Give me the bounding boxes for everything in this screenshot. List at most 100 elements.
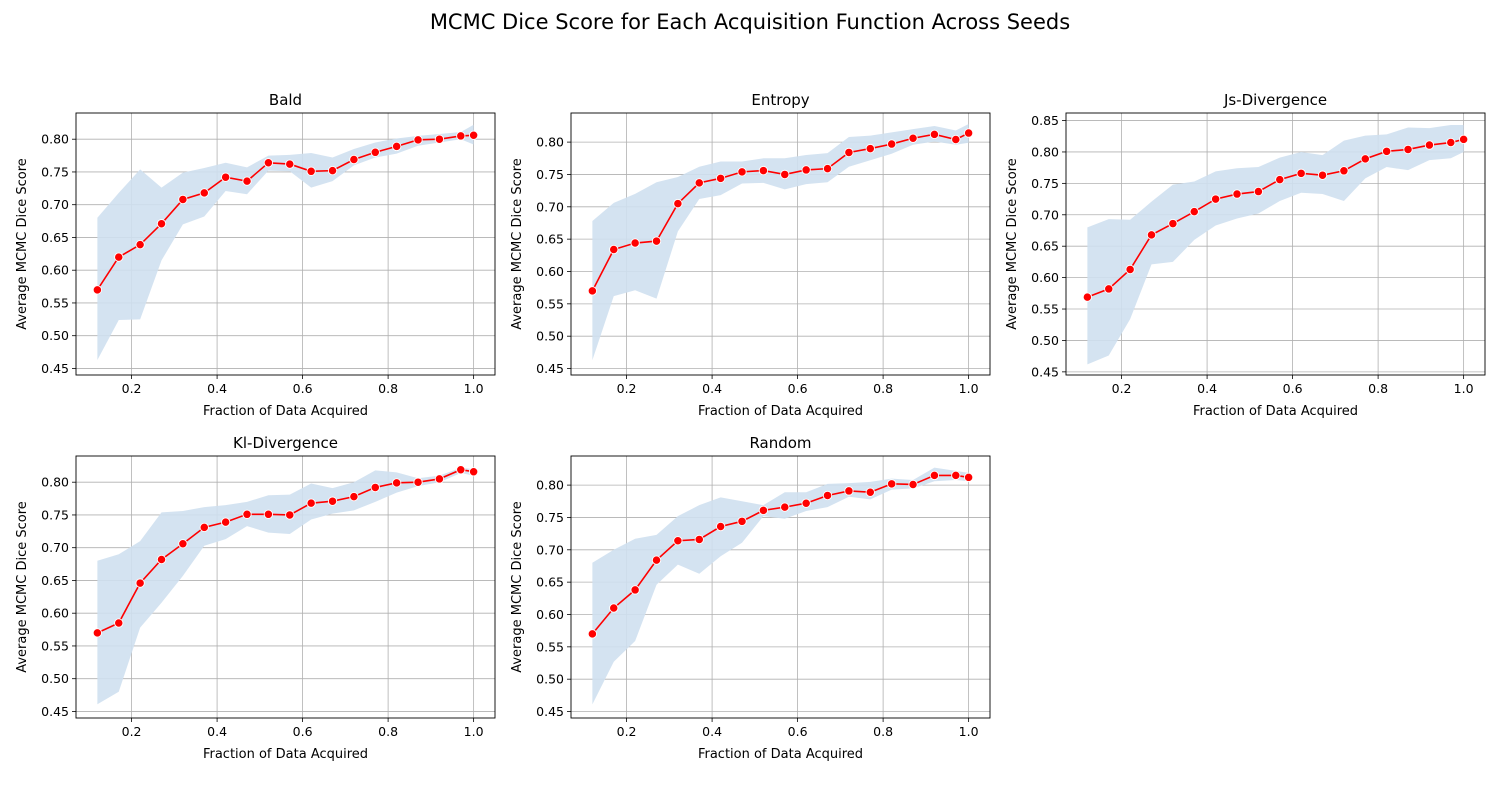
x-axis-label: Fraction of Data Acquired <box>203 747 368 762</box>
y-tick-label: 0.45 <box>536 704 564 719</box>
y-tick-label: 0.75 <box>536 510 564 525</box>
data-point <box>199 522 209 533</box>
y-tick-label: 0.70 <box>41 197 69 212</box>
y-tick-label: 0.80 <box>41 132 69 147</box>
x-tick-label: 1.0 <box>464 724 484 739</box>
axes-frame <box>75 455 496 719</box>
x-tick-label: 0.2 <box>122 381 142 396</box>
y-axis-label: Average MCMC Dice Score <box>15 501 30 673</box>
data-point <box>1296 168 1306 178</box>
data-point <box>801 165 811 175</box>
data-point <box>306 498 316 508</box>
figure-title: MCMC Dice Score for Each Acquisition Fun… <box>429 10 1071 34</box>
data-point <box>456 465 466 475</box>
y-tick-label: 0.50 <box>41 328 69 343</box>
y-tick-label: 0.45 <box>41 704 69 719</box>
x-tick-label: 1.0 <box>959 381 979 396</box>
data-point <box>199 188 209 198</box>
x-tick-label: 0.8 <box>873 724 893 739</box>
x-tick-label: 0.8 <box>378 381 398 396</box>
data-point <box>844 147 854 158</box>
x-tick-label: 0.4 <box>702 381 722 396</box>
y-axis-label: Average MCMC Dice Score <box>510 501 525 673</box>
data-point <box>865 143 875 154</box>
data-point <box>844 486 854 496</box>
data-point <box>456 131 466 141</box>
y-tick-label: 0.80 <box>1031 144 1059 159</box>
y-tick-label: 0.80 <box>536 135 564 150</box>
data-point <box>1339 166 1349 176</box>
y-tick-label: 0.55 <box>41 295 69 310</box>
y-tick-label: 0.80 <box>536 478 564 493</box>
data-point <box>929 129 940 139</box>
data-point <box>673 198 683 209</box>
data-point <box>609 244 619 255</box>
data-point <box>156 219 167 229</box>
x-tick-label: 0.6 <box>788 724 808 739</box>
x-tick-label: 0.6 <box>788 381 808 396</box>
data-point <box>1446 137 1456 148</box>
data-point <box>715 173 726 183</box>
y-tick-label: 0.75 <box>536 167 564 182</box>
data-point <box>630 585 640 595</box>
data-point <box>1275 174 1285 185</box>
confidence-band <box>97 467 474 705</box>
x-tick-label: 0.8 <box>873 381 893 396</box>
data-point <box>156 554 167 565</box>
x-tick-label: 0.6 <box>1283 381 1303 396</box>
data-point <box>694 534 704 545</box>
x-axis-label: Fraction of Data Acquired <box>203 404 368 419</box>
data-point <box>758 505 769 515</box>
y-tick-label: 0.75 <box>1031 176 1059 191</box>
x-tick-label: 0.2 <box>1112 381 1132 396</box>
y-tick-label: 0.55 <box>1031 302 1059 317</box>
subplot-random: 0.2 0.4 0.6 0.8 1.0 0.45 0.50 0.55 0.60 0.65 0.70 0… <box>510 434 991 762</box>
data-point <box>135 240 145 250</box>
x-tick-label: 0.2 <box>617 724 637 739</box>
axes-frame <box>570 112 991 376</box>
x-tick-label: 0.2 <box>617 381 637 396</box>
x-tick-label: 0.6 <box>293 381 313 396</box>
data-point <box>370 482 380 493</box>
data-point <box>114 252 124 262</box>
data-point <box>587 286 598 296</box>
x-axis-label: Fraction of Data Acquired <box>698 404 863 419</box>
data-point <box>135 578 145 588</box>
y-axis-label: Average MCMC Dice Score <box>15 158 30 330</box>
subplot-bald: 0.2 0.4 0.6 0.8 1.0 0.45 0.50 0.55 0.60 0.65 0.70 0… <box>15 91 496 419</box>
data-point <box>349 491 359 502</box>
y-tick-label: 0.65 <box>536 575 564 590</box>
y-tick-label: 0.60 <box>536 264 564 279</box>
y-tick-label: 0.70 <box>536 199 564 214</box>
axes-frame <box>75 112 496 376</box>
subplot-title: Js-Divergence <box>1223 91 1327 109</box>
data-point <box>1382 146 1392 156</box>
y-tick-label: 0.65 <box>41 573 69 588</box>
data-point <box>951 470 961 481</box>
data-point <box>887 139 897 149</box>
confidence-band <box>1087 124 1464 365</box>
y-tick-label: 0.65 <box>536 232 564 247</box>
data-point <box>1082 292 1093 302</box>
data-point <box>370 147 380 157</box>
data-point <box>694 178 704 188</box>
data-point <box>285 510 295 520</box>
data-point <box>1232 189 1242 199</box>
data-point <box>242 509 252 519</box>
data-point <box>92 285 103 295</box>
data-point <box>468 467 479 477</box>
y-tick-label: 0.70 <box>1031 207 1059 222</box>
x-tick-label: 0.6 <box>293 724 313 739</box>
data-point <box>963 128 974 138</box>
x-tick-label: 1.0 <box>959 724 979 739</box>
data-point <box>306 166 316 176</box>
data-point <box>92 628 103 638</box>
data-point <box>413 135 423 145</box>
data-point <box>178 539 188 549</box>
y-tick-label: 0.85 <box>1031 113 1059 128</box>
y-tick-label: 0.70 <box>41 540 69 555</box>
x-tick-label: 0.4 <box>207 724 227 739</box>
subplot-title: Bald <box>269 91 302 109</box>
